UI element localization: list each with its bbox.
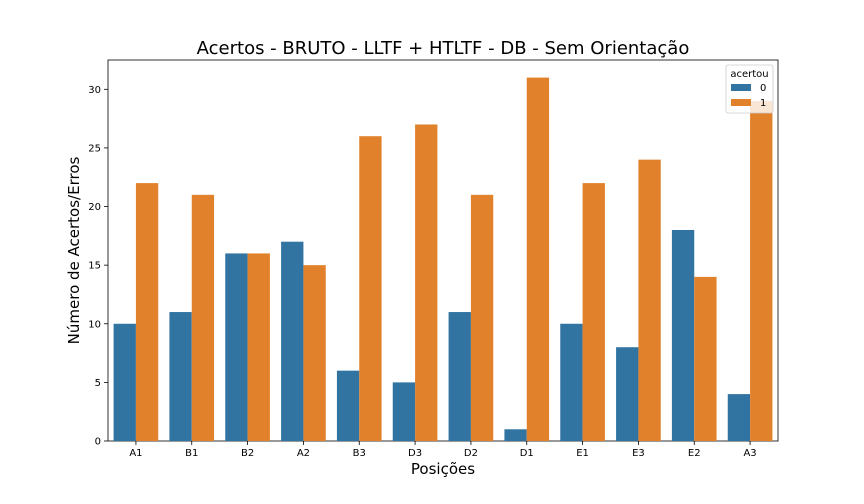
legend: acertou 0 1 [725,64,774,114]
y-tick-label: 15 [88,261,101,272]
bar-B3-series-0 [336,370,360,441]
y-tick-label: 20 [88,202,101,213]
x-tick-label: E2 [688,448,701,459]
bar-B1-series-0 [169,312,192,441]
bar-B3-series-1 [359,136,382,441]
x-tick-label: B3 [353,448,366,459]
bar-E3-series-1 [638,159,661,441]
bar-E1-series-1 [582,183,605,442]
bar-E2-series-0 [671,229,695,441]
bar-D3-series-0 [392,382,416,441]
x-tick-label: D3 [408,448,422,459]
y-tick-label: 10 [88,319,101,330]
y-axis-label: Número de Acertos/Erros [65,156,83,344]
legend-swatch-0 [731,84,751,91]
bar-E2-series-1 [694,276,717,441]
x-tick-label: A2 [297,448,310,459]
y-tick-label: 30 [88,85,101,96]
bar-A1-series-0 [113,323,136,441]
x-tick-label: B2 [241,448,254,459]
y-tick-label: 0 [95,437,101,448]
bar-D3-series-1 [415,124,438,441]
y-tick-label: 5 [95,378,101,389]
bar-E1-series-0 [560,323,583,441]
bar-A3-series-0 [727,394,751,441]
x-tick-label: D1 [520,448,534,459]
bar-A2-series-0 [281,241,304,441]
y-tick-label: 25 [88,143,101,154]
bar-A1-series-1 [135,183,159,442]
bar-D2-series-0 [448,312,471,441]
x-tick-label: D2 [464,448,478,459]
chart-title: Acertos - BRUTO - LLTF + HTLTF - DB - Se… [197,38,690,59]
bar-B1-series-1 [191,194,215,441]
x-axis-label: Posições [411,460,475,478]
bar-A2-series-1 [303,265,326,441]
legend-label-1: 1 [760,98,766,109]
legend-swatch-1 [731,99,751,106]
bar-D1-series-0 [504,429,527,441]
bars [113,77,773,442]
x-tick-label: A1 [129,448,142,459]
legend-label-0: 0 [760,83,766,94]
x-axis: A1 B1 B2 A2 B3 D3 D2 D1 E1 E3 E2 A3 [129,441,757,459]
y-axis: 0 5 10 15 20 25 30 [88,85,108,448]
bar-A3-series-1 [750,101,773,442]
bar-B2-series-1 [247,253,270,441]
bar-E3-series-0 [616,347,639,441]
plot-area [107,59,779,442]
bar-B2-series-0 [225,253,248,441]
x-tick-label: E3 [632,448,645,459]
legend-title: acertou [730,69,768,80]
bar-D1-series-1 [526,77,550,441]
x-tick-label: B1 [185,448,198,459]
bar-D2-series-1 [470,194,494,441]
x-tick-label: A3 [743,448,756,459]
x-tick-label: E1 [576,448,589,459]
